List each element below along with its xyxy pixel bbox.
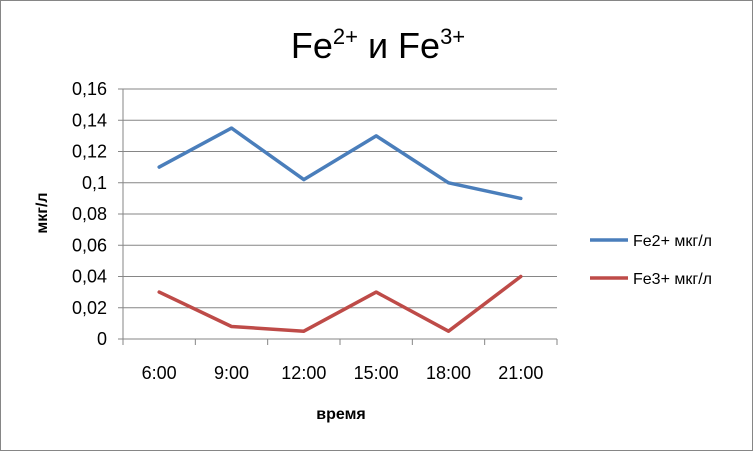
- chart-title: Fe2+ и Fe3+: [291, 24, 465, 66]
- x-tick-label: 9:00: [214, 363, 249, 383]
- title-sup-2: 3+: [440, 24, 465, 49]
- series-line-2: [157, 274, 523, 333]
- y-axis-title: мкг/л: [34, 192, 51, 233]
- y-tick-label: 0,14: [72, 110, 107, 130]
- y-tick-label: 0,08: [72, 204, 107, 224]
- data-point: [374, 134, 378, 138]
- y-tick-label: 0: [97, 329, 107, 349]
- y-tick-label: 0,04: [72, 267, 107, 287]
- title-base-1: Fe: [291, 25, 333, 66]
- legend: Fe2+ мкг/л Fe3+ мкг/л: [590, 233, 712, 288]
- data-point: [230, 126, 233, 130]
- series-lines: [157, 126, 523, 333]
- y-tick-label: 0,12: [72, 142, 107, 162]
- y-tick-label: 0,16: [72, 79, 107, 99]
- data-point: [519, 196, 523, 200]
- legend-label-2: Fe3+ мкг/л: [633, 271, 712, 288]
- data-point: [519, 275, 523, 278]
- data-point: [447, 181, 450, 185]
- x-axis-title: время: [316, 406, 365, 423]
- x-tick-label: 15:00: [354, 363, 399, 383]
- data-point: [374, 290, 378, 294]
- data-point: [230, 325, 233, 328]
- data-point: [302, 329, 306, 333]
- y-tick-label: 0,06: [72, 235, 107, 255]
- y-tick-label: 0,1: [82, 173, 107, 193]
- y-tick-labels: 0 0,02 0,04 0,06 0,08 0,1 0,12 0,14 0,16: [72, 79, 107, 349]
- data-point: [157, 165, 161, 169]
- x-tick-label: 6:00: [142, 363, 177, 383]
- legend-label-1: Fe2+ мкг/л: [633, 233, 712, 250]
- title-sup-1: 2+: [333, 24, 358, 49]
- series-line-1: [157, 126, 523, 201]
- grid-lines: [118, 88, 557, 340]
- x-tick-label: 18:00: [426, 363, 471, 383]
- x-tick-labels: 6:00 9:00 12:00 15:00 18:00 21:00: [142, 363, 544, 383]
- title-middle: и Fe: [358, 25, 440, 66]
- x-tick-label: 12:00: [281, 363, 326, 383]
- data-point: [447, 329, 450, 333]
- x-tick-label: 21:00: [498, 363, 543, 383]
- axes: [122, 89, 558, 345]
- y-tick-label: 0,02: [72, 298, 107, 318]
- data-point: [302, 178, 306, 182]
- data-point: [157, 290, 161, 294]
